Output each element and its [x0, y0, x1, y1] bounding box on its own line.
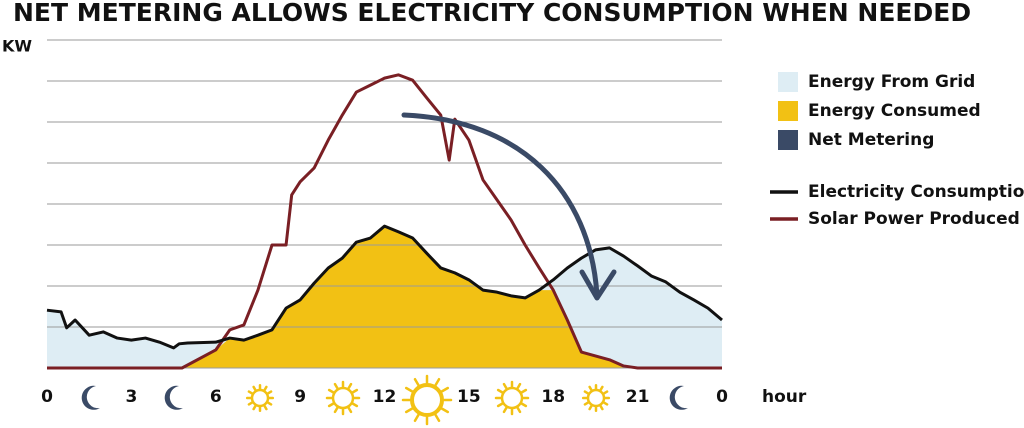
- sun-ray: [602, 390, 609, 395]
- sun-ray: [440, 407, 450, 414]
- sun-ray: [520, 402, 528, 408]
- sun-icon: [401, 374, 453, 426]
- sun-ray: [327, 388, 335, 394]
- legend-swatch: [778, 101, 798, 121]
- sun-icon: [581, 383, 611, 413]
- sun-ray: [516, 382, 522, 390]
- sun-ray: [347, 382, 353, 390]
- moon-icon: [81, 385, 100, 410]
- sun-ray: [496, 402, 504, 408]
- sun-ray: [599, 404, 604, 411]
- x-tick-label: 12: [373, 387, 397, 407]
- energy-consumed-area: [47, 226, 722, 368]
- sun-ray: [333, 382, 339, 390]
- x-tick-label: 21: [626, 387, 650, 407]
- sun-ray: [247, 401, 254, 406]
- x-tick-label: 9: [294, 387, 306, 407]
- sun-icon: [245, 383, 275, 413]
- legend-label: Solar Power Produced: [808, 209, 1020, 229]
- sun-ray: [502, 406, 508, 414]
- legend-label: Energy From Grid: [808, 72, 975, 92]
- sun-disc: [500, 386, 524, 410]
- moon-icon: [164, 385, 183, 410]
- sun-disc: [410, 383, 444, 417]
- legend-swatch: [778, 130, 798, 150]
- sun-ray: [351, 402, 359, 408]
- sun-icon: [494, 380, 530, 416]
- sun-ray: [263, 404, 268, 411]
- legend-swatch: [778, 72, 798, 92]
- sun-ray: [327, 402, 335, 408]
- sun-ray: [502, 382, 508, 390]
- sun-ray: [404, 407, 414, 414]
- moon-icon: [669, 385, 688, 410]
- sun-ray: [583, 401, 590, 406]
- x-tick-label: 0: [716, 387, 728, 407]
- sun-ray: [252, 385, 257, 392]
- sun-icon: [325, 380, 361, 416]
- sun-ray: [434, 377, 441, 387]
- chart-title: NET METERING ALLOWS ELECTRICITY CONSUMPT…: [13, 0, 971, 27]
- sun-ray: [252, 404, 257, 411]
- sun-ray: [266, 401, 273, 406]
- sun-ray: [263, 385, 268, 392]
- sun-ray: [413, 413, 420, 423]
- x-tick-label: 15: [457, 387, 481, 407]
- sun-ray: [440, 386, 450, 393]
- legend-label: Energy Consumed: [808, 101, 981, 121]
- sun-ray: [520, 388, 528, 394]
- legend-label: Net Metering: [808, 130, 934, 150]
- x-tick-label: 0: [41, 387, 53, 407]
- legend-label: Electricity Consumption: [808, 182, 1024, 202]
- sun-ray: [247, 390, 254, 395]
- sun-ray: [434, 413, 441, 423]
- y-axis-label: KW: [2, 37, 32, 56]
- sun-ray: [496, 388, 504, 394]
- line-series: [47, 73, 722, 370]
- sun-ray: [333, 406, 339, 414]
- sun-disc: [586, 388, 606, 408]
- sun-ray: [599, 385, 604, 392]
- x-axis-label: hour: [762, 387, 807, 407]
- x-tick-label: 3: [125, 387, 137, 407]
- sun-ray: [588, 385, 593, 392]
- sun-ray: [602, 401, 609, 406]
- sun-disc: [331, 386, 355, 410]
- sun-ray: [351, 388, 359, 394]
- sun-ray: [347, 406, 353, 414]
- sun-ray: [588, 404, 593, 411]
- sun-disc: [250, 388, 270, 408]
- x-tick-label: 6: [210, 387, 222, 407]
- plot-area: [46, 39, 723, 370]
- sun-ray: [404, 386, 414, 393]
- sun-ray: [516, 406, 522, 414]
- sun-ray: [413, 377, 420, 387]
- sun-ray: [583, 390, 590, 395]
- line-series: [46, 224, 723, 350]
- sun-ray: [266, 390, 273, 395]
- net-metering-arrow: [401, 112, 617, 301]
- x-tick-label: 18: [541, 387, 565, 407]
